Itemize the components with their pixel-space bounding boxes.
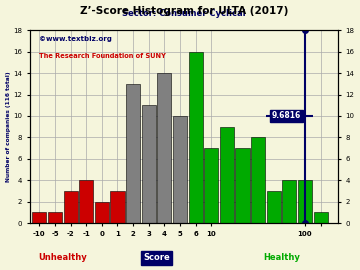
Text: ©www.textbiz.org: ©www.textbiz.org: [39, 36, 112, 42]
Bar: [64, 191, 78, 223]
Bar: [282, 180, 296, 223]
Bar: [267, 191, 281, 223]
Text: Sector: Consumer Cyclical: Sector: Consumer Cyclical: [122, 9, 246, 18]
Bar: [48, 212, 62, 223]
Bar: [79, 180, 93, 223]
Bar: [157, 73, 171, 223]
Bar: [111, 191, 125, 223]
Y-axis label: Number of companies (116 total): Number of companies (116 total): [5, 71, 10, 182]
Bar: [95, 202, 109, 223]
Bar: [314, 212, 328, 223]
Text: Score: Score: [143, 253, 170, 262]
Text: The Research Foundation of SUNY: The Research Foundation of SUNY: [39, 53, 166, 59]
Bar: [235, 148, 249, 223]
Bar: [220, 127, 234, 223]
Bar: [189, 52, 203, 223]
Bar: [32, 212, 46, 223]
Bar: [126, 84, 140, 223]
Bar: [204, 148, 218, 223]
Title: Z’-Score Histogram for ULTA (2017): Z’-Score Histogram for ULTA (2017): [80, 6, 288, 16]
Text: Healthy: Healthy: [263, 253, 300, 262]
Bar: [142, 105, 156, 223]
Text: 9.6816: 9.6816: [271, 112, 301, 120]
Bar: [173, 116, 187, 223]
Bar: [251, 137, 265, 223]
Text: Unhealthy: Unhealthy: [39, 253, 87, 262]
Bar: [298, 180, 312, 223]
